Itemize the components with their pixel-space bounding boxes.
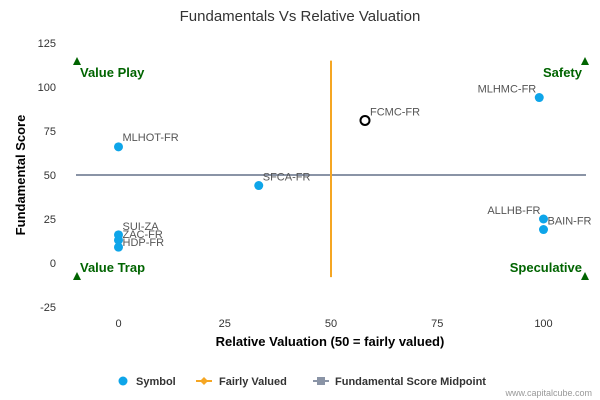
- y-tick-label: -25: [40, 302, 56, 314]
- x-tick-label: 50: [325, 318, 337, 330]
- quadrant-labels: Value Play Safety Value Trap Speculative: [73, 57, 589, 280]
- point-label: SUI-ZA: [123, 221, 160, 233]
- legend-fair-label: Fairly Valued: [219, 376, 287, 388]
- triangle-marker: [73, 57, 81, 65]
- y-tick-label: 0: [50, 258, 56, 270]
- legend-midpoint-marker: [317, 377, 325, 385]
- point-label: MLHMC-FR: [478, 84, 537, 96]
- data-point-highlight: [359, 114, 371, 126]
- data-point: [539, 225, 548, 235]
- point-label: MLHOT-FR: [123, 132, 179, 144]
- y-axis-title: Fundamental Score: [13, 115, 28, 236]
- point-label: FCMC-FR: [370, 106, 420, 118]
- triangle-marker: [581, 272, 589, 280]
- y-tick-label: 100: [38, 82, 56, 94]
- data-point: [114, 242, 123, 252]
- triangle-marker: [581, 57, 589, 65]
- x-axis-title: Relative Valuation (50 = fairly valued): [216, 334, 445, 349]
- reference-lines: [76, 60, 586, 278]
- point-label: HDP-FR: [123, 237, 165, 249]
- data-point: [114, 142, 123, 152]
- x-tick-label: 100: [534, 318, 552, 330]
- point-label: BAIN-FR: [548, 216, 592, 228]
- y-tick-label: 125: [38, 38, 56, 50]
- data-point: [534, 93, 544, 103]
- legend-symbol-label: Symbol: [136, 376, 176, 388]
- legend-midpoint-label: Fundamental Score Midpoint: [335, 376, 486, 388]
- y-tick-label: 75: [44, 126, 56, 138]
- quadrant-label: Value Play: [80, 65, 145, 80]
- data-point: [114, 235, 123, 245]
- x-tick-label: 75: [431, 318, 443, 330]
- point-label: ALLHB-FR: [487, 205, 540, 217]
- point-label: SFCA-FR: [263, 172, 311, 184]
- point-label: ZAC-FR: [123, 229, 163, 241]
- legend: Symbol Fairly Valued Fundamental Score Mid…: [118, 376, 486, 388]
- legend-fair-marker: [200, 377, 208, 385]
- data-point: [539, 214, 548, 224]
- x-tick-label: 0: [115, 318, 121, 330]
- chart-title: Fundamentals Vs Relative Valuation: [180, 8, 421, 25]
- quadrant-label: Value Trap: [80, 260, 145, 275]
- data-point: [254, 181, 264, 191]
- data-points: MLHMC-FR FCMC-FR MLHOT-FR SFCA-FR ALLHB-FR BA…: [114, 84, 592, 252]
- triangle-marker: [73, 272, 81, 280]
- quadrant-label: Speculative: [510, 260, 582, 275]
- legend-symbol-marker: [118, 376, 128, 386]
- y-tick-label: 25: [44, 214, 56, 226]
- axis-ticks: 0 25 50 75 100 -25 0 25 50 75 100 125: [38, 38, 553, 330]
- credit-text: www.capitalcube.com: [504, 388, 592, 398]
- x-tick-label: 25: [219, 318, 231, 330]
- y-tick-label: 50: [44, 170, 56, 182]
- quadrant-label: Safety: [543, 65, 583, 80]
